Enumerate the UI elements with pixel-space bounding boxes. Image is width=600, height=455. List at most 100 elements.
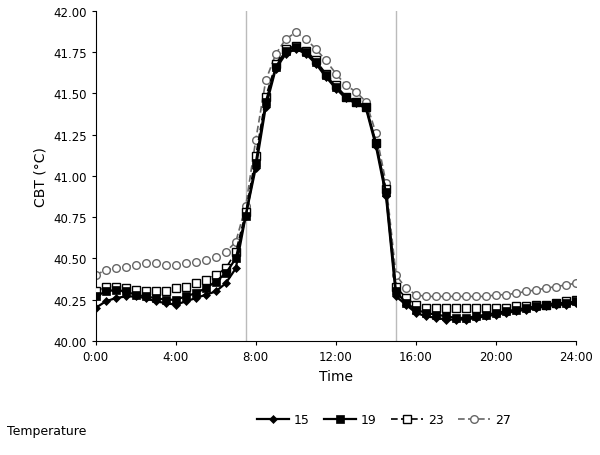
23 [482, 306, 490, 311]
15 [302, 52, 310, 57]
19 [563, 301, 570, 306]
27 [132, 263, 139, 268]
27 [403, 286, 410, 291]
23 [352, 100, 359, 105]
23 [373, 141, 380, 147]
23 [212, 273, 220, 278]
15 [433, 315, 440, 321]
15 [102, 299, 109, 304]
19 [482, 312, 490, 318]
15 [272, 67, 280, 72]
19 [112, 288, 119, 293]
23 [282, 47, 289, 52]
23 [512, 304, 520, 309]
27 [202, 258, 209, 263]
27 [433, 294, 440, 299]
27 [442, 294, 449, 299]
15 [362, 106, 370, 112]
15 [493, 312, 500, 318]
23 [322, 72, 329, 77]
23 [392, 284, 400, 290]
15 [132, 294, 139, 299]
23 [563, 299, 570, 304]
23 [332, 83, 340, 89]
23 [442, 306, 449, 311]
19 [572, 299, 580, 304]
15 [403, 302, 410, 308]
19 [392, 289, 400, 294]
23 [162, 289, 169, 294]
Line: 15: 15 [92, 47, 580, 323]
23 [312, 59, 319, 64]
15 [172, 302, 179, 308]
23 [102, 284, 109, 290]
19 [122, 289, 129, 294]
23 [292, 44, 299, 49]
27 [542, 286, 550, 291]
15 [152, 299, 159, 304]
23 [533, 302, 540, 308]
23 [252, 154, 259, 160]
27 [472, 294, 479, 299]
23 [232, 250, 239, 255]
27 [463, 294, 470, 299]
19 [343, 95, 350, 100]
15 [572, 301, 580, 306]
23 [182, 284, 190, 290]
19 [252, 161, 259, 166]
15 [192, 296, 199, 301]
19 [282, 49, 289, 54]
15 [392, 294, 400, 299]
23 [152, 289, 159, 294]
23 [502, 306, 509, 311]
27 [262, 78, 269, 84]
19 [512, 307, 520, 313]
19 [433, 312, 440, 318]
27 [553, 284, 560, 290]
X-axis label: Time: Time [319, 369, 353, 383]
27 [162, 263, 169, 268]
27 [122, 264, 129, 270]
23 [542, 302, 550, 308]
27 [382, 181, 389, 186]
27 [322, 59, 329, 64]
19 [132, 293, 139, 298]
Line: 27: 27 [92, 30, 580, 301]
27 [252, 137, 259, 143]
15 [232, 266, 239, 272]
19 [332, 85, 340, 91]
15 [563, 302, 570, 308]
23 [222, 266, 229, 272]
27 [152, 261, 159, 267]
27 [112, 266, 119, 272]
Legend: 15, 19, 23, 27: 15, 19, 23, 27 [257, 413, 511, 426]
19 [442, 314, 449, 319]
15 [202, 293, 209, 298]
27 [352, 90, 359, 96]
15 [242, 213, 250, 219]
27 [412, 293, 419, 298]
15 [442, 317, 449, 323]
19 [272, 65, 280, 71]
27 [192, 259, 199, 265]
19 [533, 304, 540, 309]
27 [182, 261, 190, 267]
27 [452, 294, 460, 299]
19 [102, 289, 109, 294]
23 [202, 278, 209, 283]
27 [572, 281, 580, 286]
15 [352, 101, 359, 107]
15 [412, 310, 419, 316]
19 [542, 302, 550, 308]
15 [482, 314, 490, 319]
19 [142, 294, 149, 299]
15 [542, 304, 550, 309]
27 [533, 288, 540, 293]
19 [182, 294, 190, 299]
27 [302, 37, 310, 43]
Line: 23: 23 [92, 43, 580, 312]
15 [512, 309, 520, 314]
19 [382, 190, 389, 196]
23 [433, 306, 440, 311]
15 [162, 301, 169, 306]
